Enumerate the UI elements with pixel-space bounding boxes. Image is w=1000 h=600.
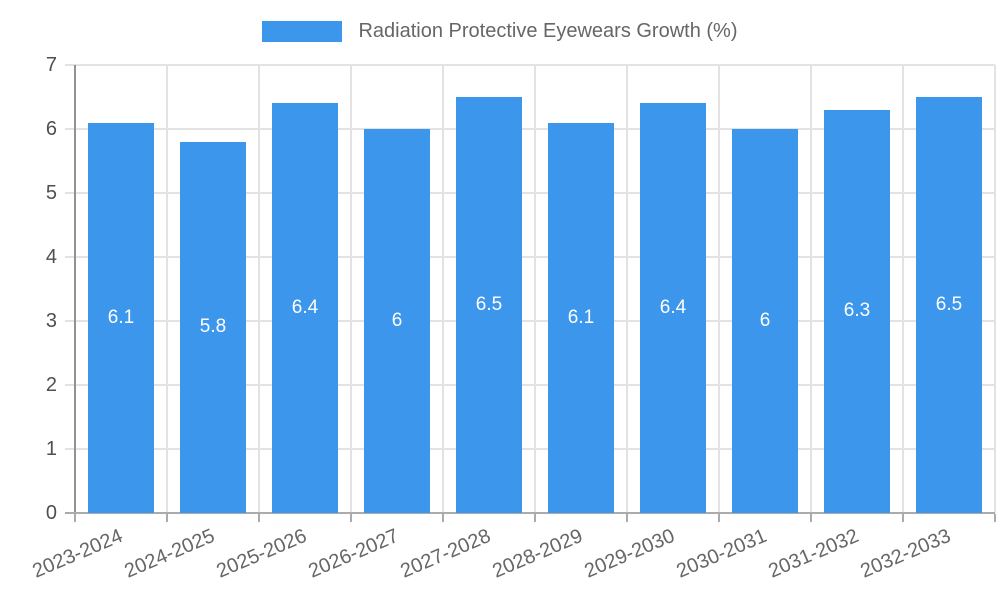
y-axis-tick-label: 0 xyxy=(45,502,57,524)
x-gridline xyxy=(994,65,996,513)
x-gridline xyxy=(902,65,904,513)
y-axis-tick-label: 1 xyxy=(45,438,57,460)
y-axis-tick-label: 5 xyxy=(45,182,57,204)
x-gridline xyxy=(442,65,444,513)
legend-item[interactable]: Radiation Protective Eyewears Growth (%) xyxy=(0,20,1000,43)
bar[interactable]: 6.5 xyxy=(456,97,522,513)
y-axis-tick-label: 4 xyxy=(45,246,57,268)
bar-value-label: 6 xyxy=(391,310,403,331)
x-gridline xyxy=(350,65,352,513)
bar-value-label: 6.1 xyxy=(107,306,135,328)
y-axis-tick-label: 2 xyxy=(45,374,57,396)
bar-value-label: 6.5 xyxy=(935,294,963,315)
x-axis-tick xyxy=(718,514,720,522)
bar[interactable]: 6 xyxy=(732,129,798,513)
x-gridline xyxy=(810,65,812,513)
legend-label: Radiation Protective Eyewears Growth (%) xyxy=(358,20,738,42)
y-gridline xyxy=(65,256,995,258)
bar[interactable]: 6.1 xyxy=(88,122,154,513)
bar-value-label: 6.4 xyxy=(659,297,687,319)
bar[interactable]: 6.1 xyxy=(548,122,614,513)
x-axis-tick xyxy=(626,514,628,522)
bar[interactable]: 6.4 xyxy=(640,103,706,513)
x-gridline xyxy=(626,65,628,513)
bar-value-label: 5.8 xyxy=(199,316,227,338)
bar[interactable]: 6.5 xyxy=(916,97,982,513)
x-axis-line xyxy=(65,512,995,514)
bar-value-label: 6.5 xyxy=(475,294,503,315)
y-gridline xyxy=(65,64,995,66)
x-gridline xyxy=(718,65,720,513)
y-gridline xyxy=(65,128,995,130)
y-gridline xyxy=(65,320,995,322)
y-axis-line xyxy=(74,65,76,522)
bar[interactable]: 6.3 xyxy=(824,109,890,513)
bar-value-label: 6.1 xyxy=(567,306,595,328)
x-gridline xyxy=(258,65,260,513)
x-axis-tick xyxy=(442,514,444,522)
y-gridline xyxy=(65,448,995,450)
x-axis-tick xyxy=(74,514,76,522)
bar-value-label: 6 xyxy=(759,310,771,331)
x-axis-tick xyxy=(534,514,536,522)
x-gridline xyxy=(166,65,168,513)
x-axis-tick xyxy=(350,514,352,522)
x-axis-tick xyxy=(994,514,996,522)
bar-value-label: 6.3 xyxy=(843,300,871,322)
bar-value-label: 6.4 xyxy=(291,297,319,319)
x-axis-tick xyxy=(258,514,260,522)
y-gridline xyxy=(65,384,995,386)
x-axis-tick xyxy=(902,514,904,522)
x-gridline xyxy=(534,65,536,513)
bar[interactable]: 6.4 xyxy=(272,103,338,513)
y-axis-tick-label: 7 xyxy=(45,54,57,76)
y-gridline xyxy=(65,192,995,194)
y-axis-tick-label: 3 xyxy=(45,310,57,332)
y-axis-tick-label: 6 xyxy=(45,118,57,140)
legend-swatch xyxy=(262,21,343,42)
x-axis-tick xyxy=(166,514,168,522)
bar[interactable]: 5.8 xyxy=(180,141,246,513)
x-axis-tick xyxy=(810,514,812,522)
bar[interactable]: 6 xyxy=(364,129,430,513)
